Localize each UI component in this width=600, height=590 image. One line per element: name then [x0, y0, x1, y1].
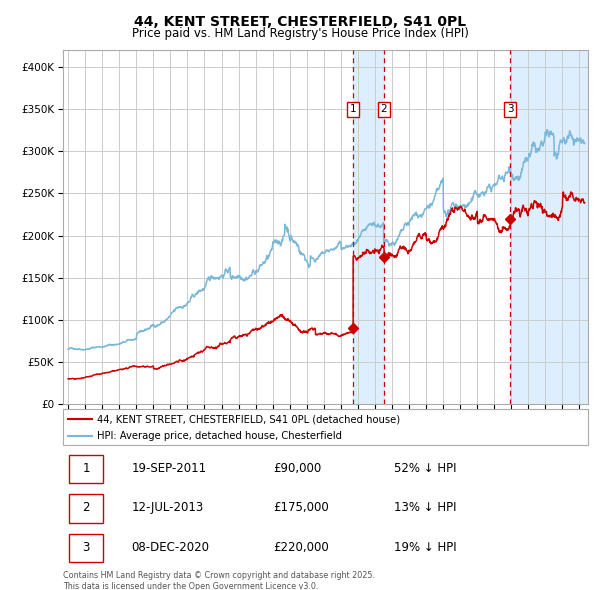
- Text: 13% ↓ HPI: 13% ↓ HPI: [394, 502, 456, 514]
- Text: 08-DEC-2020: 08-DEC-2020: [131, 541, 209, 554]
- Text: 2: 2: [82, 502, 90, 514]
- Bar: [510, 50, 588, 404]
- Text: 19-SEP-2011: 19-SEP-2011: [131, 462, 206, 475]
- FancyBboxPatch shape: [70, 533, 103, 562]
- Text: 12-JUL-2013: 12-JUL-2013: [131, 502, 203, 514]
- FancyBboxPatch shape: [63, 409, 588, 445]
- Text: 3: 3: [82, 541, 90, 554]
- Text: 44, KENT STREET, CHESTERFIELD, S41 0PL: 44, KENT STREET, CHESTERFIELD, S41 0PL: [134, 15, 466, 29]
- Text: £90,000: £90,000: [273, 462, 321, 475]
- FancyBboxPatch shape: [70, 454, 103, 483]
- Text: £175,000: £175,000: [273, 502, 329, 514]
- FancyBboxPatch shape: [70, 494, 103, 523]
- Text: 1: 1: [350, 104, 356, 114]
- Text: Price paid vs. HM Land Registry's House Price Index (HPI): Price paid vs. HM Land Registry's House …: [131, 27, 469, 40]
- Text: 2: 2: [380, 104, 387, 114]
- Text: 19% ↓ HPI: 19% ↓ HPI: [394, 541, 457, 554]
- Bar: [353, 50, 384, 404]
- Text: 52% ↓ HPI: 52% ↓ HPI: [394, 462, 456, 475]
- Text: HPI: Average price, detached house, Chesterfield: HPI: Average price, detached house, Ches…: [97, 431, 342, 441]
- Text: 1: 1: [82, 462, 90, 475]
- Text: 3: 3: [507, 104, 514, 114]
- Text: 44, KENT STREET, CHESTERFIELD, S41 0PL (detached house): 44, KENT STREET, CHESTERFIELD, S41 0PL (…: [97, 414, 400, 424]
- Text: Contains HM Land Registry data © Crown copyright and database right 2025.
This d: Contains HM Land Registry data © Crown c…: [63, 571, 375, 590]
- Text: £220,000: £220,000: [273, 541, 329, 554]
